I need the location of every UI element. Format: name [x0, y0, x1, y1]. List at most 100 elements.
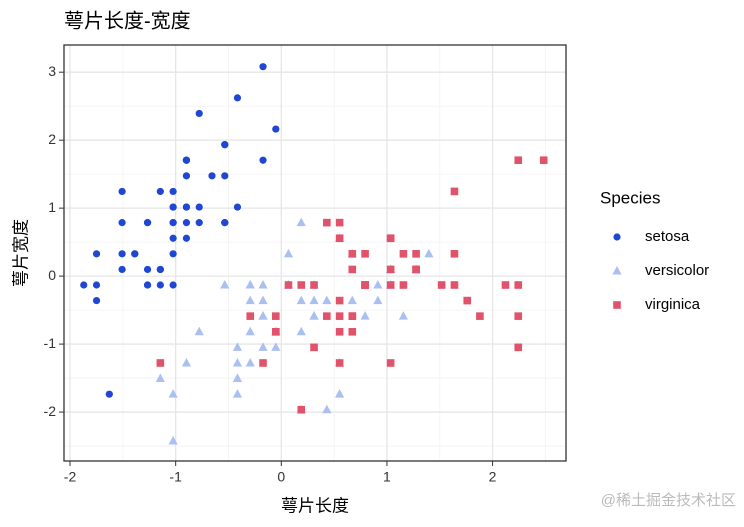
point: [182, 172, 191, 180]
y-axis-label: 萼片宽度: [11, 219, 30, 287]
point: [297, 405, 306, 414]
point: [412, 265, 420, 274]
point: [309, 295, 319, 305]
x-tick-label: 0: [277, 469, 285, 485]
point: [335, 234, 344, 243]
point: [361, 250, 369, 258]
point: [195, 109, 203, 118]
point: [245, 280, 255, 289]
point: [348, 265, 357, 274]
point: [221, 219, 229, 227]
x-tick-label: -2: [64, 469, 77, 485]
point: [373, 280, 383, 289]
point: [195, 219, 203, 227]
point: [360, 311, 370, 320]
point: [245, 326, 255, 336]
point: [450, 250, 459, 258]
point: [450, 187, 459, 196]
point: [335, 359, 344, 367]
point: [233, 94, 242, 102]
point: [476, 312, 484, 320]
point: [437, 281, 446, 289]
point: [284, 281, 293, 289]
point: [399, 281, 408, 289]
legend-label: virginica: [645, 296, 701, 313]
point: [169, 203, 177, 211]
point: [514, 281, 523, 289]
point: [245, 295, 255, 305]
y-tick-label: 0: [48, 267, 56, 283]
point: [258, 342, 268, 351]
point: [92, 250, 101, 258]
point: [169, 234, 177, 242]
point: [310, 281, 318, 289]
point: [80, 281, 88, 289]
point: [232, 389, 243, 398]
legend-title: Species: [600, 188, 660, 207]
point: [348, 250, 357, 258]
point: [514, 343, 523, 352]
point: [335, 218, 344, 227]
point: [296, 217, 306, 227]
point: [335, 327, 344, 336]
point: [310, 343, 318, 352]
point: [221, 141, 229, 149]
watermark: @稀土掘金技术社区: [601, 492, 736, 509]
point: [232, 357, 243, 367]
y-tick-label: -1: [44, 335, 57, 351]
point: [501, 281, 510, 289]
point: [309, 311, 319, 320]
point: [232, 373, 243, 383]
x-axis-label: 萼片长度: [281, 496, 349, 515]
point: [118, 187, 126, 196]
point: [245, 357, 255, 367]
point: [182, 219, 191, 227]
x-tick-label: -1: [169, 469, 182, 485]
point: [233, 203, 242, 211]
point: [105, 390, 113, 398]
point: [143, 219, 152, 227]
point: [297, 281, 306, 289]
point: [347, 295, 357, 305]
point: [296, 295, 306, 305]
point: [258, 295, 268, 305]
point: [450, 281, 459, 289]
point: [335, 389, 345, 398]
point: [156, 281, 164, 289]
point: [169, 187, 177, 196]
point: [246, 312, 255, 320]
point: [386, 234, 395, 243]
point: [272, 327, 280, 336]
point: [156, 187, 164, 196]
point: [155, 373, 165, 383]
point: [220, 280, 230, 289]
point: [386, 281, 395, 289]
point: [271, 342, 281, 351]
point: [514, 156, 523, 165]
point: [182, 203, 191, 211]
plot-border: [63, 44, 567, 462]
point: [259, 63, 267, 71]
point: [386, 265, 395, 274]
point: [182, 156, 191, 164]
legend-marker: [612, 266, 622, 275]
point: [296, 326, 306, 336]
point: [169, 250, 177, 258]
point: [143, 281, 152, 289]
point: [195, 203, 203, 211]
point: [221, 172, 229, 180]
point: [323, 218, 331, 227]
legend-marker: [613, 301, 621, 309]
point: [373, 295, 383, 305]
point: [118, 250, 126, 258]
point: [258, 280, 268, 289]
legend-label: setosa: [645, 228, 690, 245]
point: [424, 248, 434, 258]
point: [323, 312, 331, 320]
point: [322, 404, 332, 414]
x-tick-label: 2: [489, 469, 497, 485]
point: [131, 250, 139, 258]
point: [514, 312, 523, 320]
point: [348, 312, 357, 320]
point: [92, 296, 101, 305]
